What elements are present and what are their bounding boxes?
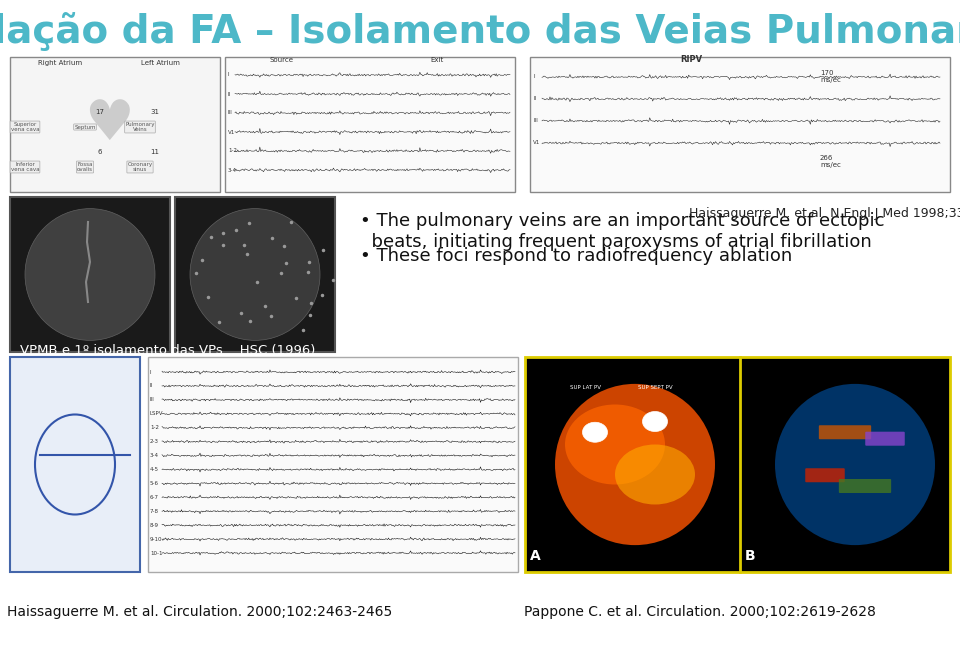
- Text: Source: Source: [270, 57, 294, 63]
- Text: V1: V1: [228, 130, 235, 134]
- Text: II: II: [228, 91, 231, 97]
- Text: Ablação da FA – Isolamento das Veias Pulmonares: Ablação da FA – Isolamento das Veias Pul…: [0, 13, 960, 52]
- Text: 1-2: 1-2: [150, 425, 159, 430]
- Text: V1: V1: [533, 140, 540, 146]
- Text: • These foci respond to radiofrequency ablation: • These foci respond to radiofrequency a…: [360, 247, 792, 265]
- FancyBboxPatch shape: [10, 57, 220, 192]
- Text: Right Atrium: Right Atrium: [38, 60, 82, 66]
- Text: Pulmonary
Veins: Pulmonary Veins: [125, 122, 155, 132]
- FancyBboxPatch shape: [865, 431, 904, 446]
- Ellipse shape: [615, 444, 695, 505]
- FancyBboxPatch shape: [530, 57, 950, 192]
- Ellipse shape: [775, 384, 935, 545]
- Text: 17: 17: [95, 109, 105, 115]
- Text: 170
ms/ec: 170 ms/ec: [820, 70, 841, 83]
- Ellipse shape: [555, 384, 715, 545]
- Text: B: B: [745, 549, 756, 563]
- Text: 5-6: 5-6: [150, 481, 159, 486]
- Text: A: A: [530, 549, 540, 563]
- Text: Septum: Septum: [74, 124, 96, 130]
- Text: 1-2: 1-2: [228, 149, 237, 153]
- Text: VPMB e 1º isolamento das VPs    HSC (1996): VPMB e 1º isolamento das VPs HSC (1996): [20, 344, 316, 357]
- Ellipse shape: [642, 411, 667, 431]
- Text: 6-7: 6-7: [150, 495, 159, 500]
- Text: II: II: [533, 97, 537, 101]
- Text: Inferior
vena cava: Inferior vena cava: [11, 161, 39, 173]
- Text: 11: 11: [151, 149, 159, 155]
- Text: II: II: [150, 384, 154, 388]
- Text: III: III: [228, 110, 233, 116]
- Text: III: III: [150, 397, 155, 403]
- FancyBboxPatch shape: [839, 479, 891, 493]
- Text: ♥: ♥: [84, 97, 133, 151]
- FancyBboxPatch shape: [805, 468, 845, 482]
- Text: 7-8: 7-8: [150, 509, 159, 514]
- FancyBboxPatch shape: [10, 357, 140, 572]
- Text: Fossa
ovalis: Fossa ovalis: [77, 161, 93, 173]
- Text: LSPV: LSPV: [150, 411, 163, 416]
- Text: 266
ms/ec: 266 ms/ec: [820, 155, 841, 168]
- Text: 9-10: 9-10: [150, 537, 162, 542]
- Text: SUP LAT PV: SUP LAT PV: [569, 385, 601, 390]
- Text: Coronary
sinus: Coronary sinus: [128, 161, 153, 173]
- Text: RIPV: RIPV: [680, 55, 702, 64]
- Text: I: I: [533, 75, 535, 79]
- FancyBboxPatch shape: [175, 197, 335, 352]
- Text: 8-9: 8-9: [150, 523, 159, 528]
- Text: 2-3: 2-3: [150, 439, 159, 444]
- Text: 3-4: 3-4: [228, 167, 237, 173]
- Text: Haissaguerre M. et al. Circulation. 2000;102:2463-2465: Haissaguerre M. et al. Circulation. 2000…: [8, 605, 393, 619]
- Text: Haissaguerre M. et al. N Engl J Med 1998;339:659-66: Haissaguerre M. et al. N Engl J Med 1998…: [689, 207, 960, 220]
- Text: SUP SEPT PV: SUP SEPT PV: [637, 385, 672, 390]
- Text: Superior
vena cava: Superior vena cava: [11, 122, 39, 132]
- Text: Pappone C. et al. Circulation. 2000;102:2619-2628: Pappone C. et al. Circulation. 2000;102:…: [524, 605, 876, 619]
- FancyBboxPatch shape: [525, 357, 950, 572]
- FancyBboxPatch shape: [10, 197, 170, 352]
- FancyBboxPatch shape: [148, 357, 518, 572]
- Text: Exit: Exit: [430, 57, 444, 63]
- Text: 4-5: 4-5: [150, 467, 159, 472]
- Ellipse shape: [583, 422, 608, 442]
- Text: 6: 6: [98, 149, 103, 155]
- Ellipse shape: [25, 208, 155, 341]
- Text: Left Atrium: Left Atrium: [140, 60, 180, 66]
- Text: 31: 31: [151, 109, 159, 115]
- Text: • The pulmonary veins are an important source of ectopic
  beats, initiating fre: • The pulmonary veins are an important s…: [360, 212, 884, 251]
- Text: I: I: [150, 370, 152, 374]
- Text: III: III: [533, 118, 538, 124]
- Ellipse shape: [190, 208, 320, 341]
- FancyBboxPatch shape: [225, 57, 515, 192]
- Ellipse shape: [565, 405, 665, 485]
- Text: 10-1: 10-1: [150, 550, 162, 556]
- FancyBboxPatch shape: [819, 425, 871, 439]
- Text: I: I: [228, 73, 229, 77]
- Text: 3-4: 3-4: [150, 453, 159, 458]
